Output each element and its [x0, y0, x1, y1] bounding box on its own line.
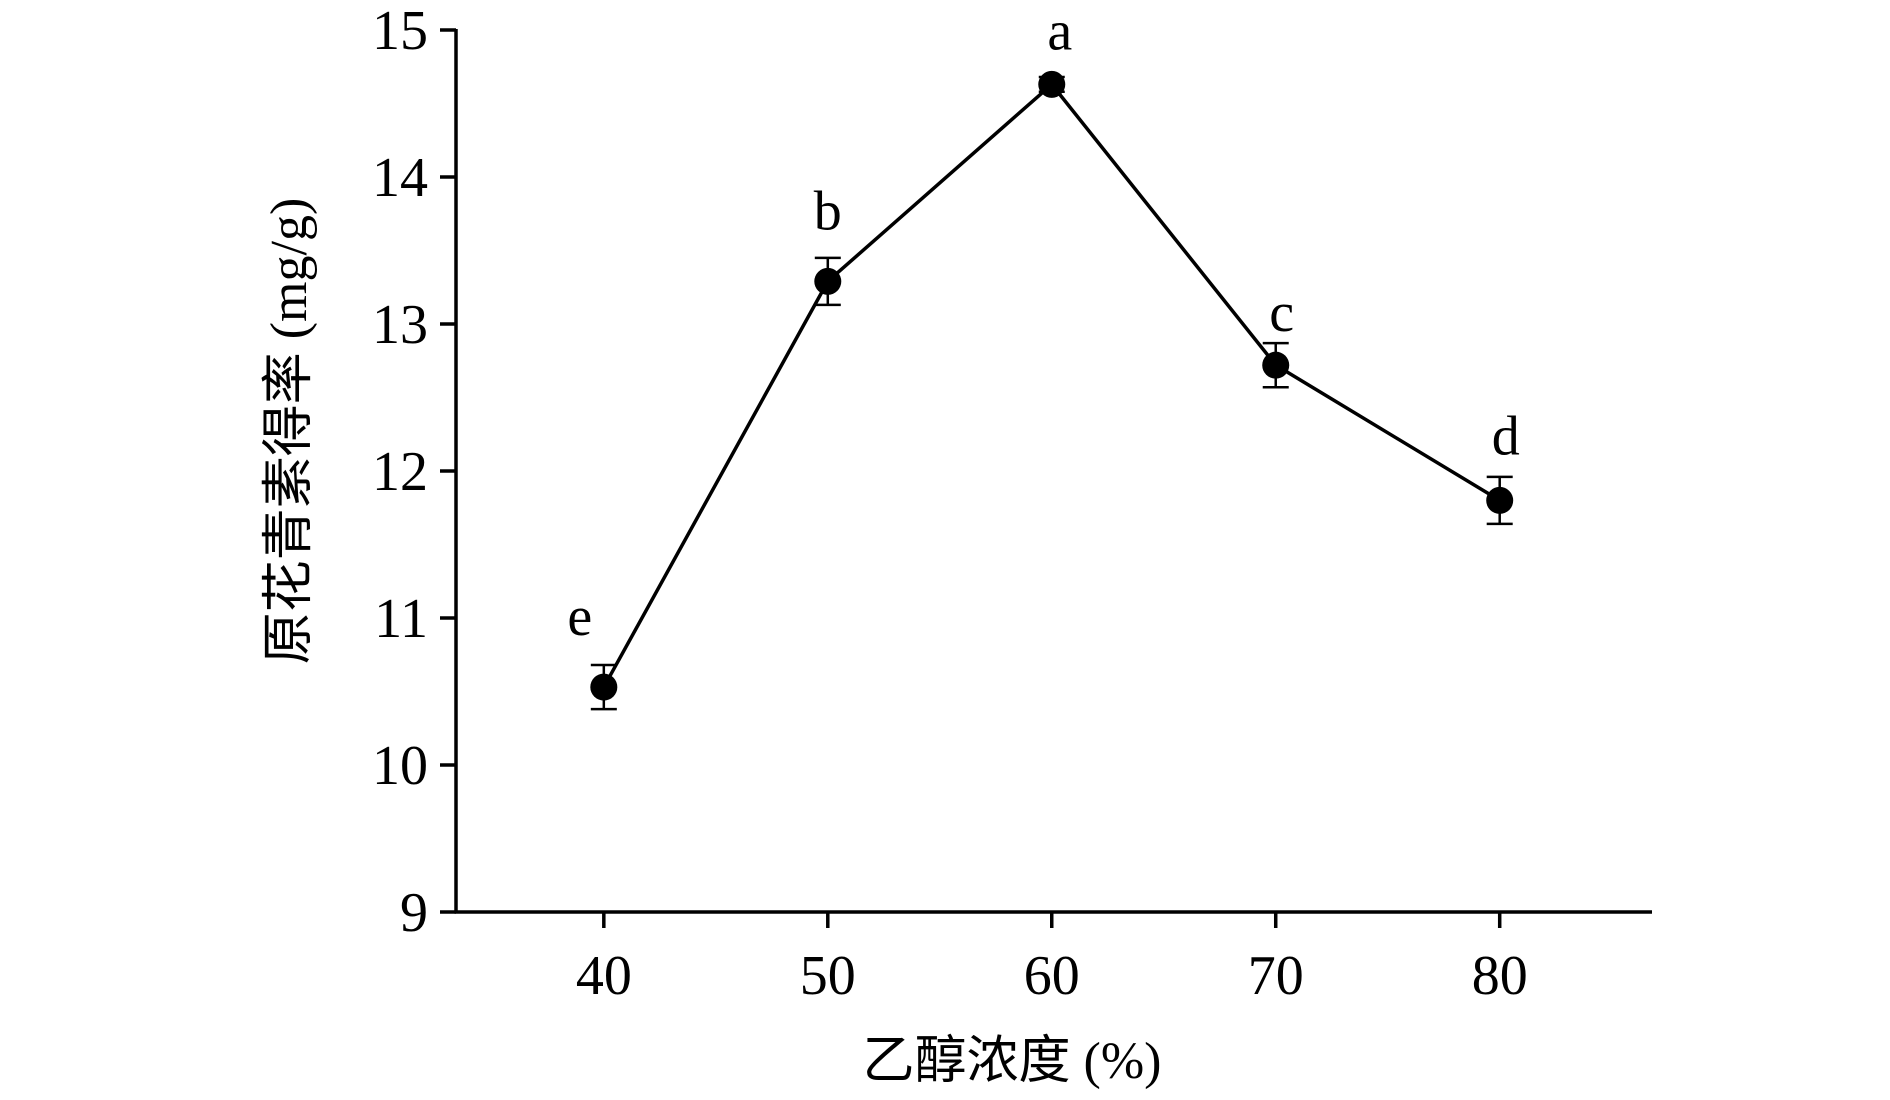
x-tick-label-60: 60	[1024, 945, 1080, 1007]
y-tick-label-14: 14	[372, 147, 428, 209]
x-tick-label-70: 70	[1248, 945, 1304, 1007]
y-axis-label: 原花青素得率 (mg/g)	[261, 198, 318, 665]
series-line	[602, 82, 1501, 688]
y-tick-label-9: 9	[400, 882, 428, 944]
x-tick-label-50: 50	[800, 945, 856, 1007]
point-label-80: d	[1492, 405, 1520, 467]
point-label-70: c	[1269, 282, 1294, 344]
point-label-40: e	[567, 586, 592, 648]
y-tick-label-15: 15	[372, 0, 428, 62]
axes	[454, 29, 1652, 914]
y-tick-label-13: 13	[372, 294, 428, 356]
data-point-70	[1262, 351, 1290, 379]
data-point-60	[1038, 70, 1066, 98]
point-label-60: a	[1047, 0, 1072, 62]
y-tick-label-12: 12	[372, 441, 428, 503]
y-tick-label-11: 11	[374, 588, 428, 650]
x-tick-label-80: 80	[1472, 945, 1528, 1007]
data-point-40	[590, 673, 618, 701]
x-ticks: 40 50 60 70 80	[576, 912, 1528, 1007]
point-label-50: b	[814, 180, 842, 242]
y-tick-label-10: 10	[372, 735, 428, 797]
data-point-50	[814, 267, 842, 295]
data-point-80	[1486, 486, 1514, 514]
series-group: e b a c d	[567, 0, 1520, 711]
axis-labels: 乙醇浓度 (%) 原花青素得率 (mg/g)	[261, 198, 1161, 1090]
x-axis-label: 乙醇浓度 (%)	[863, 1033, 1162, 1090]
y-ticks: 9 10 11 12 13 14 15	[372, 0, 456, 944]
x-tick-label-40: 40	[576, 945, 632, 1007]
